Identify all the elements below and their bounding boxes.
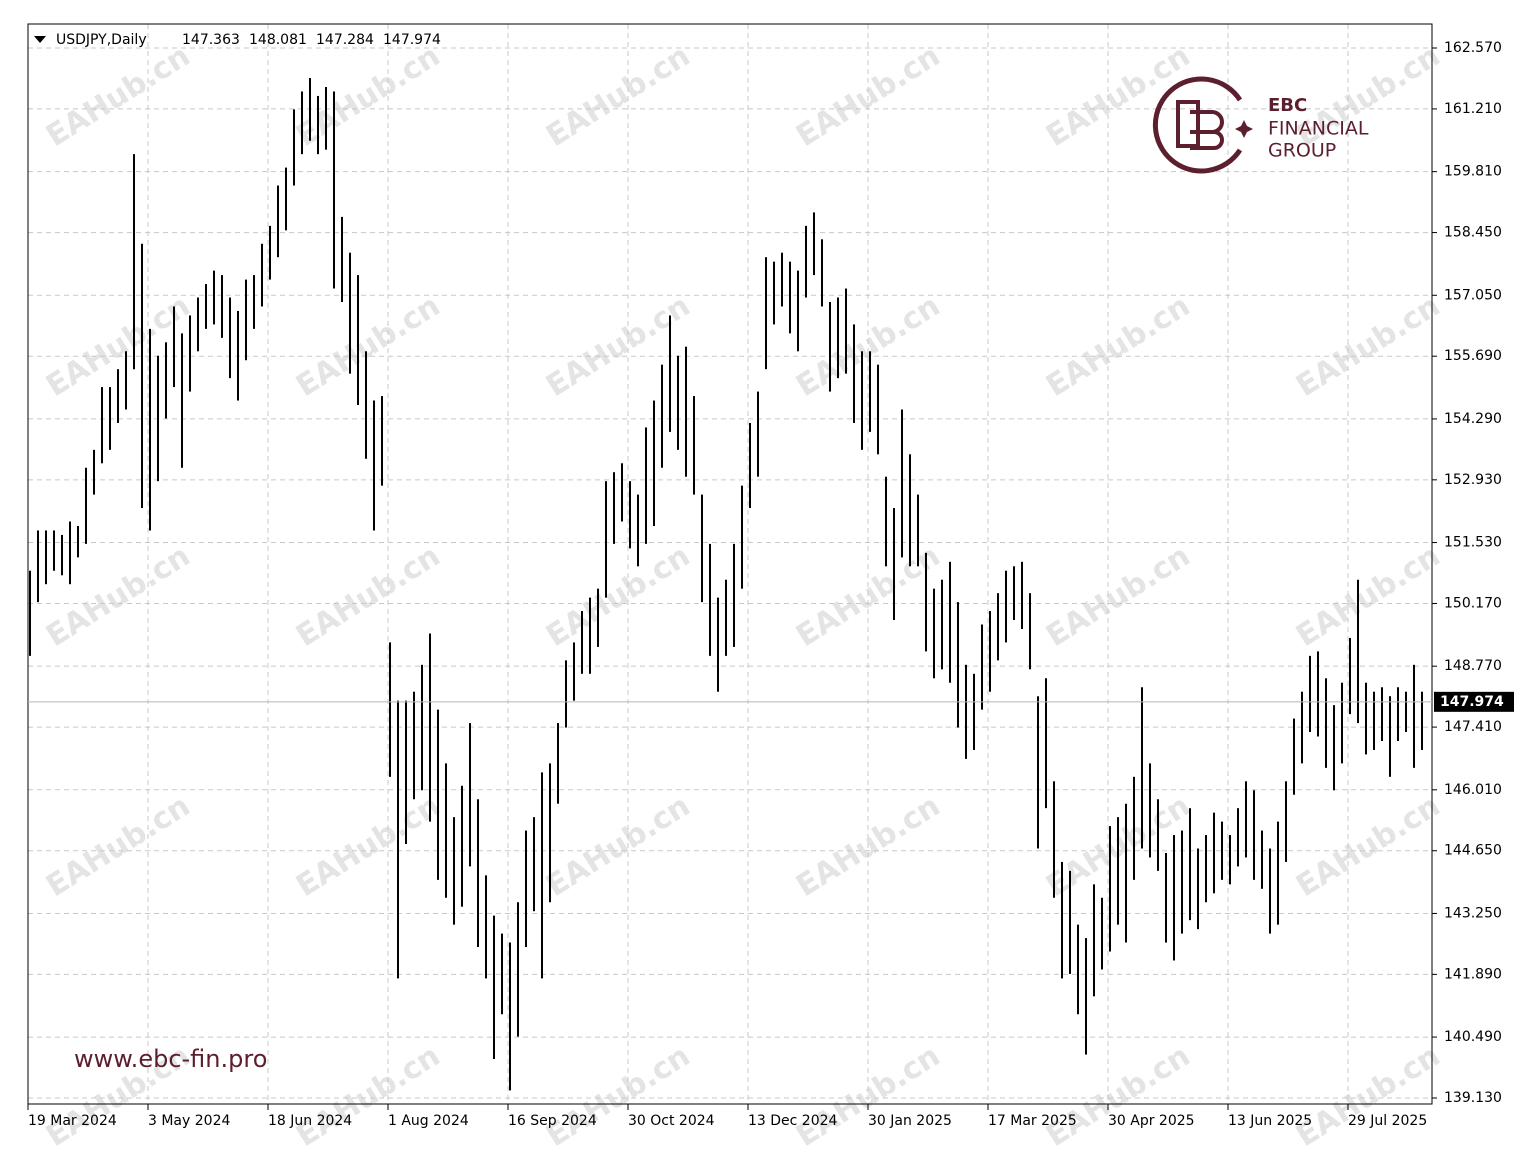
brand-line1: FINANCIAL [1268, 118, 1369, 140]
bars [29, 78, 1423, 1091]
watermark: EAHub.cn [290, 288, 446, 404]
watermark: EAHub.cn [1290, 538, 1446, 654]
plot-frame [27, 23, 1433, 1105]
watermark: EAHub.cn [40, 38, 196, 154]
x-tick-label: 18 Jun 2024 [268, 1113, 352, 1129]
watermark: EAHub.cn [1040, 38, 1196, 154]
y-tick-label: 157.050 [1444, 287, 1502, 303]
y-tick-label: 141.890 [1444, 966, 1502, 982]
brand-url: www.ebc-fin.pro [74, 1045, 267, 1073]
brand-name: EBC [1268, 95, 1307, 116]
watermark: EAHub.cn [1040, 538, 1196, 654]
low: 147.284 [316, 32, 374, 48]
x-tick-label: 3 May 2024 [148, 1113, 230, 1129]
x-tick-label: 29 Jul 2025 [1348, 1113, 1427, 1129]
watermark: EAHub.cn [540, 288, 696, 404]
y-tick-label: 151.530 [1444, 535, 1502, 551]
watermark: EAHub.cn [40, 788, 196, 904]
y-tick-label: 147.410 [1444, 719, 1502, 735]
x-tick-label: 30 Jan 2025 [868, 1113, 952, 1129]
watermark: EAHub.cn [1290, 288, 1446, 404]
y-tick-label: 161.210 [1444, 101, 1502, 117]
y-tick-label: 143.250 [1444, 905, 1502, 921]
watermark: EAHub.cn [1290, 1038, 1446, 1154]
watermark: EAHub.cn [1040, 1038, 1196, 1154]
last-price-box [1434, 691, 1514, 712]
last-price-label: 147.974 [1440, 694, 1504, 710]
y-tick-label: 144.650 [1444, 843, 1502, 859]
watermark: EAHub.cn [540, 1038, 696, 1154]
x-tick-label: 17 Mar 2025 [988, 1113, 1077, 1129]
x-tick-label: 30 Oct 2024 [628, 1113, 715, 1129]
x-tick-label: 30 Apr 2025 [1108, 1113, 1195, 1129]
y-tick-label: 154.290 [1444, 411, 1502, 427]
brand-line2: GROUP [1268, 140, 1336, 162]
x-tick-label: 1 Aug 2024 [388, 1113, 469, 1129]
watermark: EAHub.cn [1290, 788, 1446, 904]
x-tick-label: 16 Sep 2024 [508, 1113, 597, 1129]
watermark: EAHub.cn [290, 538, 446, 654]
high: 148.081 [249, 32, 307, 48]
y-tick-label: 139.130 [1444, 1090, 1502, 1106]
watermark: EAHub.cn [1040, 288, 1196, 404]
y-tick-label: 155.690 [1444, 348, 1502, 364]
x-tick-label: 19 Mar 2024 [28, 1113, 117, 1129]
logo-ring [1152, 76, 1243, 174]
y-tick-label: 146.010 [1444, 782, 1502, 798]
symbol: USDJPY,Daily [56, 32, 147, 48]
y-tick-label: 148.770 [1444, 658, 1502, 674]
y-tick-label: 162.570 [1444, 40, 1502, 56]
watermark: EAHub.cn [290, 1038, 446, 1154]
grid [28, 24, 1432, 1104]
watermark: EAHub.cn [290, 788, 446, 904]
symbol-arrow [34, 36, 46, 43]
watermark: EAHub.cn [540, 38, 696, 154]
watermarks: EAHub.cn EAHub.cn EAHub.cn EAHub.cn EAHub.cn… [40, 38, 1446, 1154]
y-tick-label: 159.810 [1444, 164, 1502, 180]
x-tick-label: 13 Dec 2024 [748, 1113, 838, 1129]
watermark: EAHub.cn [40, 538, 196, 654]
y-tick-label: 158.450 [1444, 225, 1502, 241]
open: 147.363 [182, 32, 240, 48]
brand-logo: EBC FINANCIAL GROUP [1152, 76, 1369, 174]
close: 147.974 [383, 32, 441, 48]
y-tick-label: 152.930 [1444, 472, 1502, 488]
watermark: EAHub.cn [540, 538, 696, 654]
x-tick-label: 13 Jun 2025 [1228, 1113, 1312, 1129]
watermark: EAHub.cn [290, 38, 446, 154]
logo-mark [1176, 100, 1224, 150]
y-tick-label: 150.170 [1444, 595, 1502, 611]
watermark: EAHub.cn [540, 788, 696, 904]
logo-star [1235, 120, 1253, 138]
y-tick-label: 140.490 [1444, 1029, 1502, 1045]
